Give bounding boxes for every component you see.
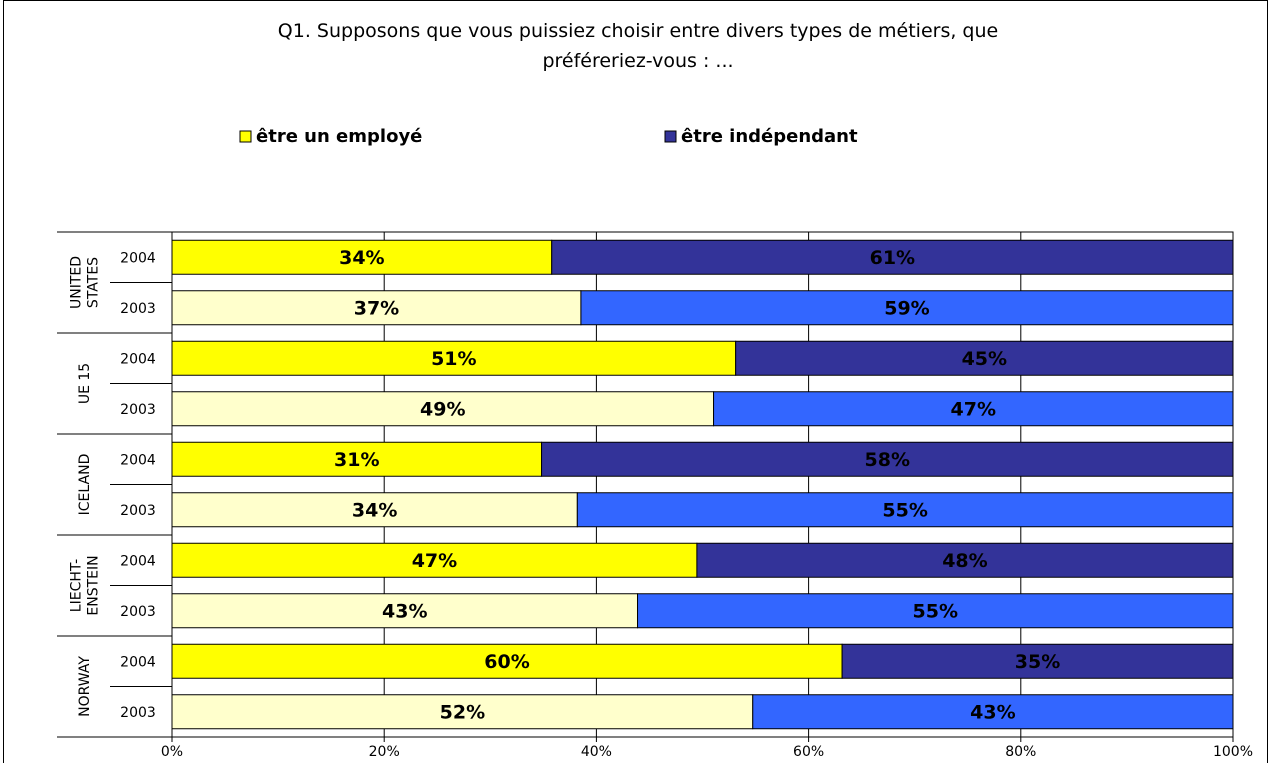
- legend-label: être un employé: [256, 126, 422, 147]
- bar-segment: [171, 492, 578, 528]
- bar-segment: [637, 593, 1234, 629]
- value-label: 37%: [354, 297, 399, 319]
- value-label: 43%: [970, 701, 1015, 723]
- value-label: 49%: [420, 398, 465, 420]
- bar-segment: [841, 643, 1234, 679]
- y-tick-label: 2003: [120, 301, 156, 317]
- bar-segment: [752, 694, 1234, 730]
- bar-segment: [713, 391, 1234, 427]
- bar-segment: [580, 290, 1234, 326]
- value-label: 59%: [884, 297, 929, 319]
- y-tick-label: 2004: [120, 351, 156, 367]
- y-tick-label: 2004: [120, 250, 156, 266]
- x-tick-label: 0%: [161, 744, 183, 760]
- x-tick-label: 60%: [793, 744, 824, 760]
- value-label: 35%: [1015, 651, 1060, 673]
- value-label: 47%: [412, 550, 457, 572]
- value-label: 48%: [942, 550, 987, 572]
- y-tick-label: 2003: [120, 503, 156, 519]
- bar-segment: [696, 542, 1234, 578]
- x-tick-label: 80%: [1005, 744, 1036, 760]
- value-label: 58%: [865, 449, 910, 471]
- y-tick-label: 2003: [120, 705, 156, 721]
- group-label: UE 15: [77, 363, 93, 404]
- legend-label: être indépendant: [681, 126, 858, 147]
- bar-segment: [171, 441, 543, 477]
- value-label: 61%: [870, 247, 915, 269]
- value-label: 51%: [431, 348, 476, 370]
- value-label: 34%: [339, 247, 384, 269]
- legend-swatch: [664, 130, 677, 143]
- bar-segment: [735, 340, 1234, 376]
- y-tick-label: 2004: [120, 452, 156, 468]
- y-tick-label: 2003: [120, 402, 156, 418]
- chart-border: [3, 0, 1268, 763]
- value-label: 34%: [352, 499, 397, 521]
- bar-segment: [171, 340, 737, 376]
- bar-segment: [576, 492, 1234, 528]
- bar-segment: [541, 441, 1234, 477]
- value-label: 47%: [951, 398, 996, 420]
- y-tick-label: 2004: [120, 553, 156, 569]
- chart-title: Q1. Supposons que vous puissiez choisir …: [278, 20, 998, 72]
- value-label: 52%: [440, 701, 485, 723]
- value-label: 43%: [382, 600, 427, 622]
- legend-swatch: [239, 130, 252, 143]
- x-tick-label: 100%: [1213, 744, 1253, 760]
- value-label: 60%: [484, 651, 529, 673]
- bar-segment: [171, 391, 715, 427]
- group-label: UNITEDSTATES: [69, 256, 102, 309]
- value-label: 31%: [334, 449, 379, 471]
- value-label: 55%: [913, 600, 958, 622]
- y-tick-label: 2003: [120, 604, 156, 620]
- value-label: 45%: [962, 348, 1007, 370]
- y-tick-label: 2004: [120, 654, 156, 670]
- bar-segment: [171, 290, 582, 326]
- group-label: NORWAY: [77, 656, 93, 717]
- group-label: ICELAND: [77, 454, 93, 516]
- bar-segment: [551, 239, 1234, 275]
- x-tick-label: 40%: [581, 744, 612, 760]
- value-label: 55%: [882, 499, 927, 521]
- group-label: LIECHT-ENSTEIN: [69, 555, 102, 615]
- x-tick-label: 20%: [369, 744, 400, 760]
